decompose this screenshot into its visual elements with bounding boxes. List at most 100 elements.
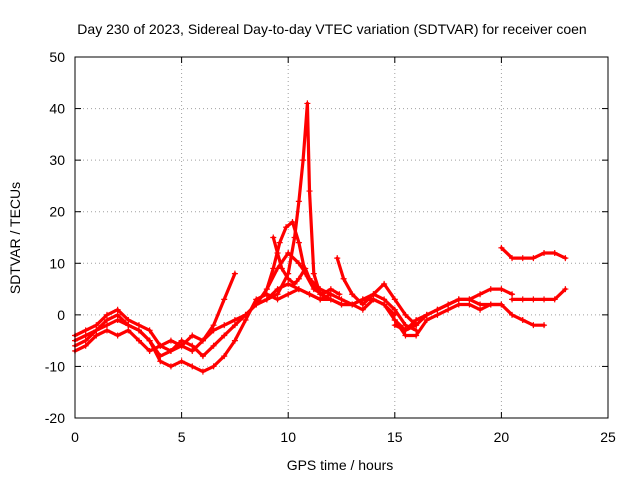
tick-labels: 0 5 10 15 20 25 -20 -10 0 10 20 30 40 50 [45,49,616,445]
data-point [295,198,302,205]
y-tick-label: 30 [49,152,65,168]
data-point [270,265,277,272]
y-tick-label: 20 [49,204,65,220]
data-point [541,249,548,256]
data-point [221,296,228,303]
data-point [276,239,283,246]
data-point [274,296,281,303]
data-point [82,332,89,339]
data-point [210,363,217,370]
data-point [402,332,409,339]
data-point [391,296,398,303]
data-point [274,291,281,298]
data-point [82,327,89,334]
data-point [189,347,196,354]
data-point [270,234,277,241]
data-point [283,224,290,231]
data-point [340,275,347,282]
data-point [114,306,121,313]
data-point [530,322,537,329]
data-series [72,100,569,375]
data-point [82,342,89,349]
data-point [295,260,302,267]
data-point [231,337,238,344]
data-point [413,332,420,339]
data-point [178,342,185,349]
data-point [199,337,206,344]
data-point [551,249,558,256]
data-point [125,317,132,324]
data-point [157,358,164,365]
data-point [210,327,217,334]
series-line [393,287,514,332]
data-point [402,322,409,329]
data-point [295,286,302,293]
data-point [167,363,174,370]
y-tick-label: 10 [49,255,65,271]
data-point [189,332,196,339]
series-track-l [509,286,569,303]
data-point [434,306,441,313]
data-point [423,311,430,318]
data-point [327,286,334,293]
data-point [327,296,334,303]
data-point [423,317,430,324]
data-point [178,337,185,344]
data-point [178,358,185,365]
data-point [509,311,516,318]
data-point [125,327,132,334]
data-point [317,296,324,303]
data-point [167,337,174,344]
y-tick-label: -10 [45,358,65,374]
data-point [541,322,548,329]
data-point [135,337,142,344]
x-tick-label: 25 [600,429,616,445]
data-point [338,296,345,303]
data-point [327,291,334,298]
data-point [114,311,121,318]
data-point [146,347,153,354]
data-point [445,301,452,308]
data-point [82,337,89,344]
data-point [487,301,494,308]
data-point [381,296,388,303]
data-point [370,291,377,298]
data-point [114,317,121,324]
grid [74,56,609,419]
data-point [445,306,452,313]
plot-frame [74,56,609,419]
data-point [349,291,356,298]
data-point [519,255,526,262]
data-point [391,306,398,313]
data-point [300,157,307,164]
data-point [434,311,441,318]
data-point [135,322,142,329]
data-point [93,332,100,339]
data-point [210,322,217,329]
series-line [271,235,341,296]
data-point [289,219,296,226]
y-tick-label: 0 [57,307,65,323]
data-point [359,296,366,303]
data-point [103,311,110,318]
data-point [167,347,174,354]
series-track-a [72,286,334,375]
data-point [413,317,420,324]
data-point [391,317,398,324]
data-point [302,270,309,277]
data-point [310,286,317,293]
data-point [146,337,153,344]
data-point [125,322,132,329]
data-point [498,244,505,251]
data-point [210,342,217,349]
data-point [455,296,462,303]
data-point [231,270,238,277]
data-point [114,332,121,339]
data-point [304,100,311,107]
data-point [370,296,377,303]
data-point [336,291,343,298]
data-point [199,368,206,375]
x-tick-label: 20 [494,429,510,445]
data-point [359,301,366,308]
data-point [334,255,341,262]
